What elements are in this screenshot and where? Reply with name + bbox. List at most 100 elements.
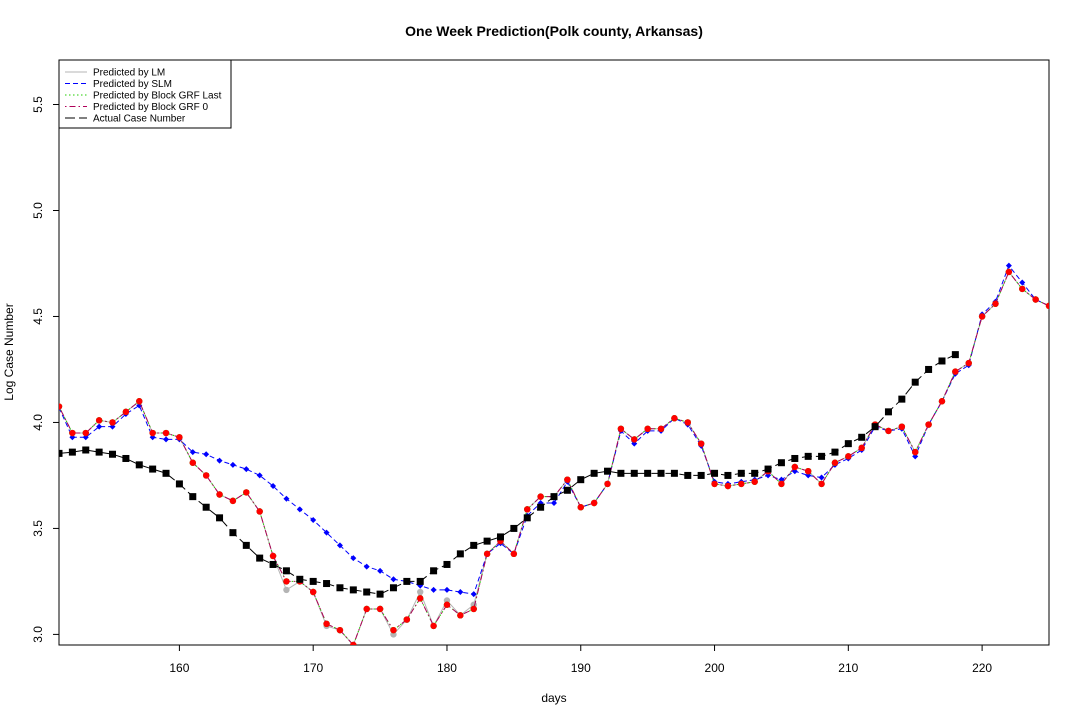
marker: [537, 503, 545, 511]
marker: [149, 465, 157, 473]
marker: [216, 457, 223, 464]
marker: [858, 433, 866, 441]
marker: [684, 419, 691, 426]
series-line: [59, 270, 1049, 645]
marker: [845, 453, 852, 460]
marker: [283, 578, 290, 585]
marker: [229, 497, 237, 505]
x-axis-label: days: [541, 691, 566, 705]
marker: [256, 472, 263, 479]
marker: [69, 429, 76, 437]
marker: [630, 469, 638, 477]
marker: [965, 359, 972, 367]
marker: [336, 626, 344, 634]
marker: [216, 514, 224, 522]
marker: [844, 440, 852, 448]
marker: [95, 417, 103, 424]
x-tick-label: 190: [571, 661, 591, 675]
marker: [363, 588, 371, 596]
marker: [256, 554, 264, 562]
legend-label: Predicted by LM: [93, 68, 165, 79]
marker: [938, 398, 946, 405]
marker: [229, 461, 236, 468]
marker: [456, 550, 464, 558]
marker: [363, 563, 370, 570]
series-line: [59, 264, 1049, 595]
marker: [604, 467, 612, 475]
marker: [470, 605, 477, 613]
marker: [911, 378, 919, 386]
marker: [457, 612, 464, 619]
x-tick-label: 170: [303, 661, 323, 675]
marker: [283, 495, 290, 502]
marker: [430, 622, 437, 630]
marker: [82, 429, 89, 437]
marker: [390, 626, 397, 634]
marker: [175, 480, 183, 488]
marker: [296, 575, 304, 583]
legend-label: Predicted by Block GRF 0: [93, 102, 208, 113]
marker: [590, 469, 598, 477]
marker: [323, 529, 330, 536]
marker: [777, 459, 785, 467]
marker: [992, 300, 999, 307]
marker: [336, 584, 344, 592]
marker: [1019, 279, 1026, 286]
marker: [791, 454, 799, 462]
marker: [818, 480, 825, 488]
marker: [925, 421, 932, 428]
marker: [631, 436, 638, 443]
marker: [336, 542, 343, 549]
marker: [417, 595, 424, 602]
marker: [389, 584, 397, 592]
marker: [804, 452, 812, 460]
x-tick-label: 180: [437, 661, 457, 675]
marker: [403, 577, 411, 585]
y-tick-label: 4.5: [31, 308, 45, 325]
marker: [122, 454, 130, 462]
marker: [764, 465, 772, 473]
marker: [350, 555, 357, 562]
marker: [270, 483, 277, 490]
marker: [443, 601, 451, 608]
marker: [697, 440, 705, 447]
marker: [296, 506, 303, 513]
marker: [176, 434, 183, 441]
marker: [697, 471, 705, 479]
marker: [858, 444, 865, 452]
marker: [350, 641, 357, 645]
marker: [349, 586, 357, 594]
marker: [831, 459, 839, 466]
y-tick-label: 4.0: [31, 414, 45, 431]
marker: [952, 368, 959, 375]
marker: [202, 503, 210, 511]
y-tick-label: 3.5: [31, 520, 45, 537]
marker: [390, 576, 397, 583]
y-tick-label: 5.0: [31, 202, 45, 219]
marker: [738, 480, 745, 488]
marker: [203, 451, 210, 458]
marker: [577, 476, 585, 484]
plot-frame: [58, 59, 1050, 646]
legend-label: Actual Case Number: [93, 114, 186, 125]
marker: [483, 537, 491, 545]
marker: [82, 446, 90, 454]
marker: [818, 474, 825, 481]
marker: [189, 493, 197, 501]
x-tick-label: 210: [838, 661, 858, 675]
marker: [590, 499, 598, 507]
marker: [376, 590, 384, 598]
marker: [617, 425, 625, 433]
legend-box: [58, 59, 232, 129]
marker: [59, 403, 63, 410]
chart-title: One Week Prediction(Polk county, Arkansa…: [405, 23, 703, 39]
marker: [310, 516, 317, 523]
marker: [898, 423, 906, 430]
marker: [938, 357, 946, 365]
marker: [885, 427, 892, 435]
marker: [737, 469, 745, 477]
marker: [884, 408, 892, 416]
marker: [109, 450, 117, 458]
marker: [323, 580, 331, 588]
